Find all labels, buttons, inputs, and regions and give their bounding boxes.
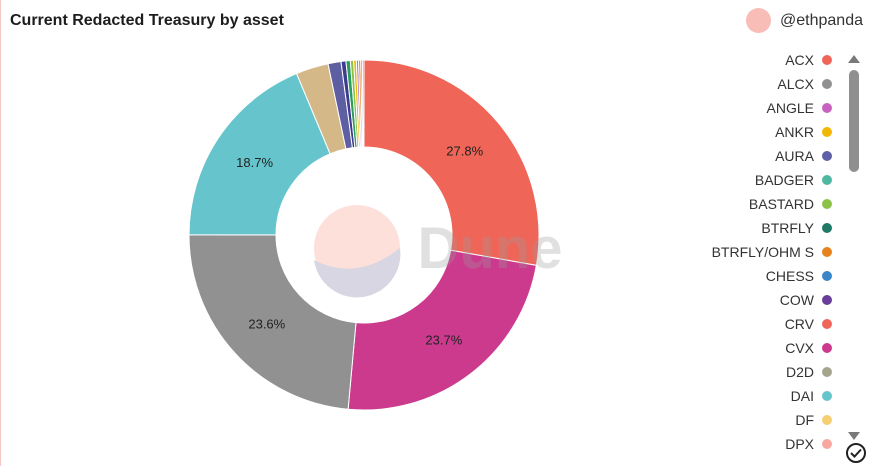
legend: ACX ALCX ANGLE ANKR AURA BADGER BASTARD BTRFLY B… — [690, 50, 840, 450]
slice-label-cvx: 23.7% — [425, 332, 462, 347]
legend-label: ANKR — [775, 124, 814, 140]
pie-slice-other-13[interactable] — [361, 59, 365, 148]
center-logo — [314, 205, 401, 298]
pie-slice-alcx[interactable] — [188, 234, 357, 410]
legend-label: DAI — [790, 388, 814, 404]
legend-item-cow[interactable]: COW — [780, 290, 832, 310]
legend-label: DF — [795, 412, 814, 428]
legend-item-dpx[interactable]: DPX — [785, 434, 832, 450]
avatar — [746, 8, 772, 33]
legend-dot-icon — [822, 199, 832, 209]
legend-label: CHESS — [765, 268, 814, 284]
legend-label: BTRFLY/OHM S — [711, 244, 814, 260]
legend-item-alcx[interactable]: ALCX — [777, 74, 832, 94]
pie-slice-acx[interactable] — [363, 59, 540, 266]
legend-item-dai[interactable]: DAI — [791, 386, 832, 406]
dune-watermark: Dune — [418, 216, 563, 281]
legend-label: CVX — [785, 340, 814, 356]
legend-item-angle[interactable]: ANGLE — [767, 98, 832, 118]
legend-dot-icon — [822, 55, 832, 65]
slice-label-dai: 18.7% — [236, 155, 273, 170]
legend-scroll-up-arrow-icon[interactable] — [848, 55, 860, 63]
chart-title: Current Redacted Treasury by asset — [10, 12, 284, 29]
slice-label-acx: 27.8% — [446, 143, 483, 158]
legend-label: ACX — [785, 52, 814, 68]
author-handle: @ethpanda — [780, 11, 863, 29]
legend-item-crv[interactable]: CRV — [785, 314, 832, 334]
check-circle-icon[interactable] — [846, 443, 866, 463]
legend-dot-icon — [822, 439, 832, 449]
legend-dot-icon — [822, 343, 832, 353]
legend-dot-icon — [822, 223, 832, 233]
slice-label-alcx: 23.6% — [248, 317, 285, 332]
legend-scroll-thumb[interactable] — [849, 70, 859, 172]
legend-item-btrfly-ohm-s[interactable]: BTRFLY/OHM S — [712, 242, 832, 262]
legend-item-aura[interactable]: AURA — [775, 146, 832, 166]
author-badge[interactable]: @ethpanda — [746, 8, 863, 33]
legend-label: BTRFLY — [761, 220, 814, 236]
legend-label: AURA — [775, 148, 814, 164]
legend-dot-icon — [822, 127, 832, 137]
legend-dot-icon — [822, 247, 832, 257]
legend-dot-icon — [822, 391, 832, 401]
legend-item-cvx[interactable]: CVX — [785, 338, 832, 358]
legend-item-btrfly[interactable]: BTRFLY — [761, 218, 832, 238]
frame-edge — [0, 0, 1, 466]
legend-label: DPX — [785, 436, 814, 450]
legend-label: D2D — [785, 364, 814, 380]
legend-item-df[interactable]: DF — [795, 410, 832, 430]
legend-dot-icon — [822, 367, 832, 377]
pie-slice-cvx[interactable] — [347, 249, 537, 411]
legend-item-d2d[interactable]: D2D — [786, 362, 832, 382]
legend-dot-icon — [822, 415, 832, 425]
legend-item-chess[interactable]: CHESS — [766, 266, 832, 286]
pie-slice-dai[interactable] — [188, 72, 331, 236]
legend-dot-icon — [822, 151, 832, 161]
legend-label: ALCX — [777, 76, 814, 92]
legend-dot-icon — [822, 103, 832, 113]
legend-scroll-down-arrow-icon[interactable] — [848, 432, 860, 440]
legend-dot-icon — [822, 175, 832, 185]
legend-item-ankr[interactable]: ANKR — [775, 122, 832, 142]
legend-dot-icon — [822, 319, 832, 329]
legend-dot-icon — [822, 79, 832, 89]
checkmark-icon — [850, 448, 862, 458]
legend-label: BADGER — [754, 172, 814, 188]
legend-label: BASTARD — [748, 196, 814, 212]
legend-label: COW — [779, 292, 814, 308]
legend-dot-icon — [822, 295, 832, 305]
legend-label: ANGLE — [766, 100, 814, 116]
legend-dot-icon — [822, 271, 832, 281]
legend-item-badger[interactable]: BADGER — [755, 170, 832, 190]
legend-label: CRV — [784, 316, 814, 332]
legend-item-bastard[interactable]: BASTARD — [749, 194, 832, 214]
legend-item-acx[interactable]: ACX — [785, 50, 832, 70]
